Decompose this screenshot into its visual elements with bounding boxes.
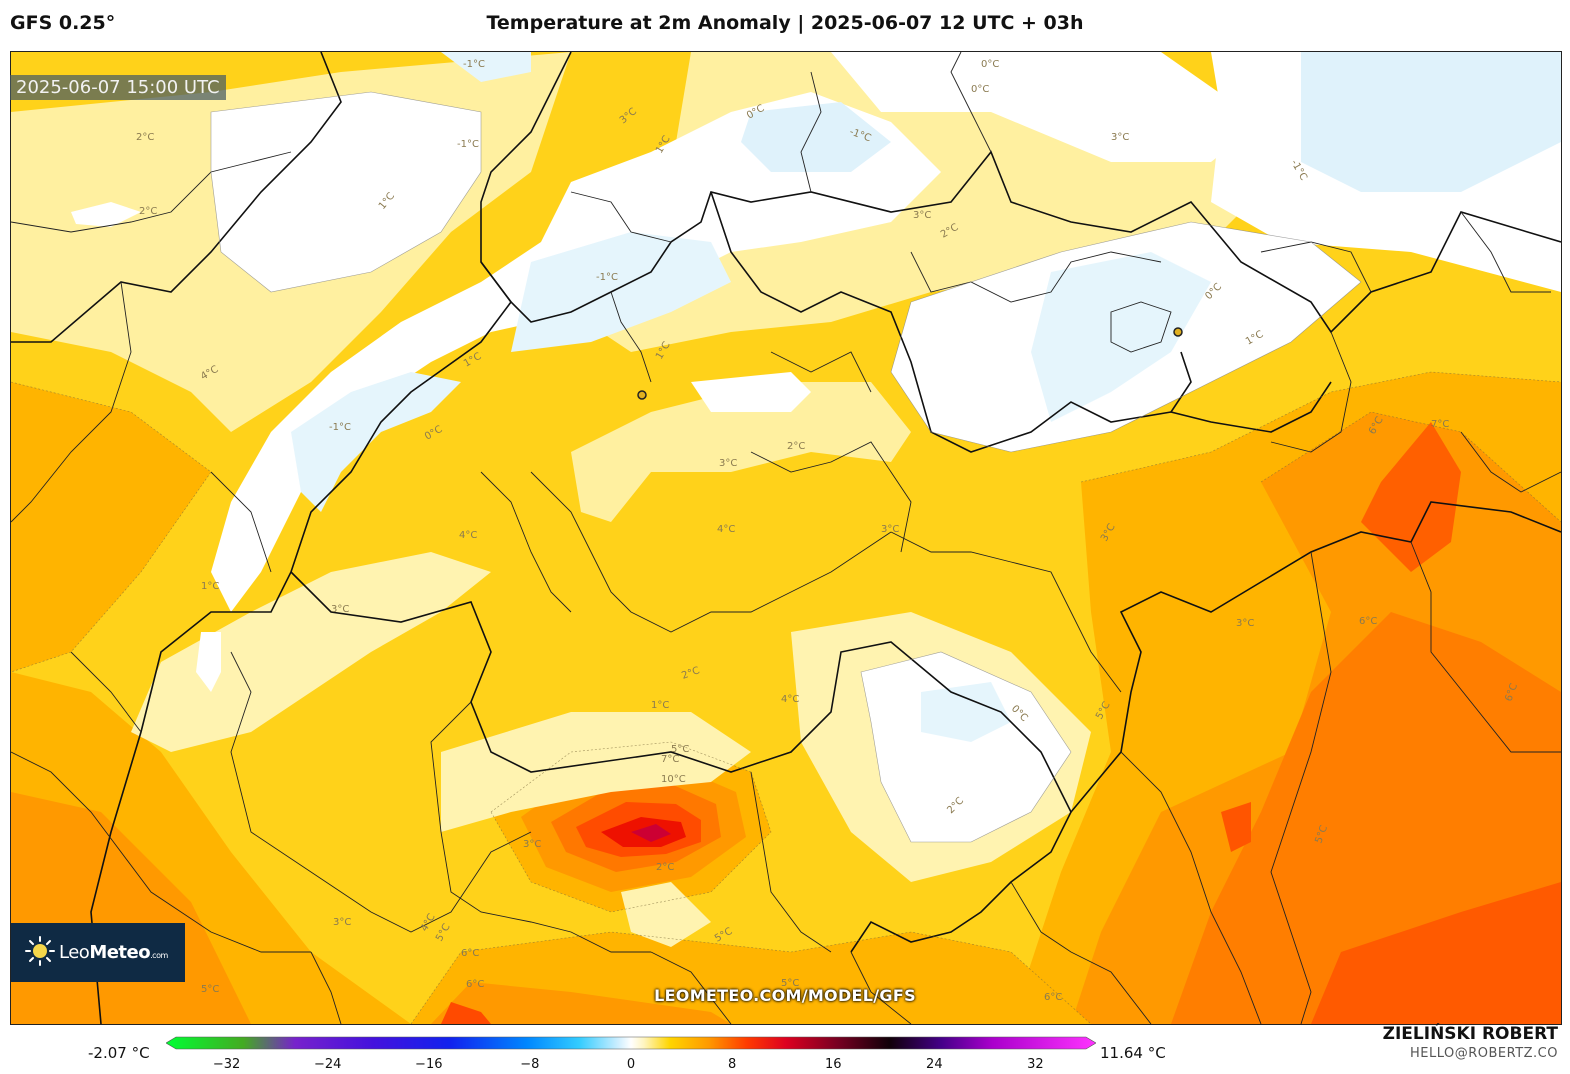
model-name: GFS 0.25° xyxy=(10,12,116,34)
anomaly-fill-0 xyxy=(831,52,1261,162)
anomaly-fill-1 xyxy=(441,712,751,832)
colorbar xyxy=(166,1036,1096,1050)
contour-label: 4°C xyxy=(781,694,799,705)
contour-label: -1°C xyxy=(457,139,479,150)
anomaly-fill-neg1 xyxy=(1031,252,1211,422)
colorbar-tick-label: 0 xyxy=(626,1057,636,1072)
contour-label: 3°C xyxy=(881,524,899,535)
contour-label: 6°C xyxy=(1359,616,1377,627)
map-title: Temperature at 2m Anomaly | 2025-06-07 1… xyxy=(486,12,1084,34)
colorbar-tick-label: 32 xyxy=(1027,1057,1044,1072)
anomaly-fill-7 xyxy=(1361,422,1461,572)
author-email[interactable]: HELLO@ROBERTZ.CO xyxy=(1409,1046,1558,1061)
anomaly-fill-neg1 xyxy=(291,372,461,512)
anomaly-fill-1 xyxy=(621,882,711,947)
contour-label: 6°C xyxy=(466,979,484,990)
anomaly-fill-7 xyxy=(441,1002,491,1024)
contour-label: 3°C xyxy=(333,917,351,928)
contour-label: 3°C xyxy=(1111,132,1129,143)
author-name: ZIELIŃSKI ROBERT xyxy=(1382,1024,1558,1044)
contour-label: 4°C xyxy=(459,530,477,541)
city-marker[interactable] xyxy=(1173,327,1183,337)
valid-time-badge: 2025-06-07 15:00 UTC xyxy=(10,75,226,100)
sun-icon xyxy=(25,935,55,970)
contour-label: 7°C xyxy=(661,754,679,765)
contour-lines xyxy=(11,371,1561,1024)
anomaly-fill-7 xyxy=(1221,802,1251,852)
contour-label: 5°C xyxy=(201,984,219,995)
colorbar-tick-label: 16 xyxy=(824,1057,842,1072)
contour-label: 6°C xyxy=(461,948,479,959)
colorbar-tick-label: 24 xyxy=(926,1057,943,1072)
leometeo-logo[interactable]: LeoMeteo.com xyxy=(11,923,185,982)
contour-label: 3°C xyxy=(913,210,931,221)
contour-label: 1°C xyxy=(651,700,669,711)
anomaly-fill-0 xyxy=(211,92,941,612)
contour-label: 5°C xyxy=(781,978,799,989)
watermark-url[interactable]: LEOMETEO.COM/MODEL/GFS xyxy=(654,986,916,1005)
logo-brand-light: Leo xyxy=(59,942,90,963)
colorbar-tick-label: −32 xyxy=(212,1057,241,1072)
logo-brand-bold: Meteo xyxy=(89,942,151,963)
contour-label: 6°C xyxy=(1044,992,1062,1003)
anomaly-fill-10 xyxy=(631,824,671,842)
contour-label: 2°C xyxy=(139,206,157,217)
contour-label: 5°C xyxy=(671,744,689,755)
contour-label: 3°C xyxy=(331,604,349,615)
anomaly-fill-neg1 xyxy=(921,682,1011,742)
logo-wordmark: LeoMeteo.com xyxy=(59,942,168,963)
contour-label: 7°C xyxy=(1431,419,1449,430)
contour-label: 2°C xyxy=(136,132,154,143)
anomaly-fill-neg1 xyxy=(741,102,891,172)
colorbar-gradient xyxy=(166,1036,1096,1050)
colorbar-tick-label: −16 xyxy=(415,1057,443,1072)
colorbar-tick-label: 8 xyxy=(727,1057,737,1072)
colorbar-tick-label: −24 xyxy=(313,1057,342,1072)
anomaly-fill-4 xyxy=(11,382,211,672)
anomaly-fill-0 xyxy=(691,372,811,412)
anomaly-map: -1°C 0°C -1°C 0°C 3°C 2°C -1°C 3°C -1°C 1°C 2°C 1°C… xyxy=(11,52,1561,1024)
anomaly-fill-0 xyxy=(71,202,141,227)
city-marker[interactable] xyxy=(637,390,647,400)
contour-label: 10°C xyxy=(661,774,686,785)
legend-min-value: -2.07 °C xyxy=(88,1044,150,1062)
colorbar-tick-label: −8 xyxy=(520,1057,540,1072)
anomaly-fill-neg1 xyxy=(511,232,731,352)
contour-label: -1°C xyxy=(329,422,351,433)
contour-label: 2°C xyxy=(787,441,805,452)
anomaly-fill-neg1 xyxy=(1301,52,1561,192)
anomaly-fill-1 xyxy=(131,552,491,752)
contour-label: 1°C xyxy=(201,581,219,592)
country-borders xyxy=(11,52,1561,1024)
contour-label: -1°C xyxy=(596,272,618,283)
contour-label: 0°C xyxy=(971,84,989,95)
anomaly-fill-0 xyxy=(211,92,481,292)
contour-zero-lines xyxy=(210,91,1362,843)
legend-max-value: 11.64 °C xyxy=(1100,1044,1166,1062)
contour-label: 4°C xyxy=(717,524,735,535)
contour-label: 3°C xyxy=(1236,618,1254,629)
map-view[interactable]: -1°C 0°C -1°C 0°C 3°C 2°C -1°C 3°C -1°C 1°C 2°C 1°C… xyxy=(10,51,1562,1025)
contour-label: 2°C xyxy=(656,862,674,873)
contour-label: 3°C xyxy=(523,839,541,850)
anomaly-fill-0 xyxy=(861,652,1071,842)
anomaly-fill-5 xyxy=(431,982,731,1024)
contour-label: 3°C xyxy=(719,458,737,469)
anomaly-fill-0 xyxy=(196,632,221,692)
anomaly-fill-2 xyxy=(571,382,911,522)
anomaly-fill-7 xyxy=(1311,882,1561,1024)
contour-label: -1°C xyxy=(463,59,485,70)
anomaly-fill-neg1 xyxy=(441,52,531,82)
contour-label: 0°C xyxy=(981,59,999,70)
region-borders xyxy=(11,52,1561,1024)
logo-domain: .com xyxy=(150,951,168,960)
